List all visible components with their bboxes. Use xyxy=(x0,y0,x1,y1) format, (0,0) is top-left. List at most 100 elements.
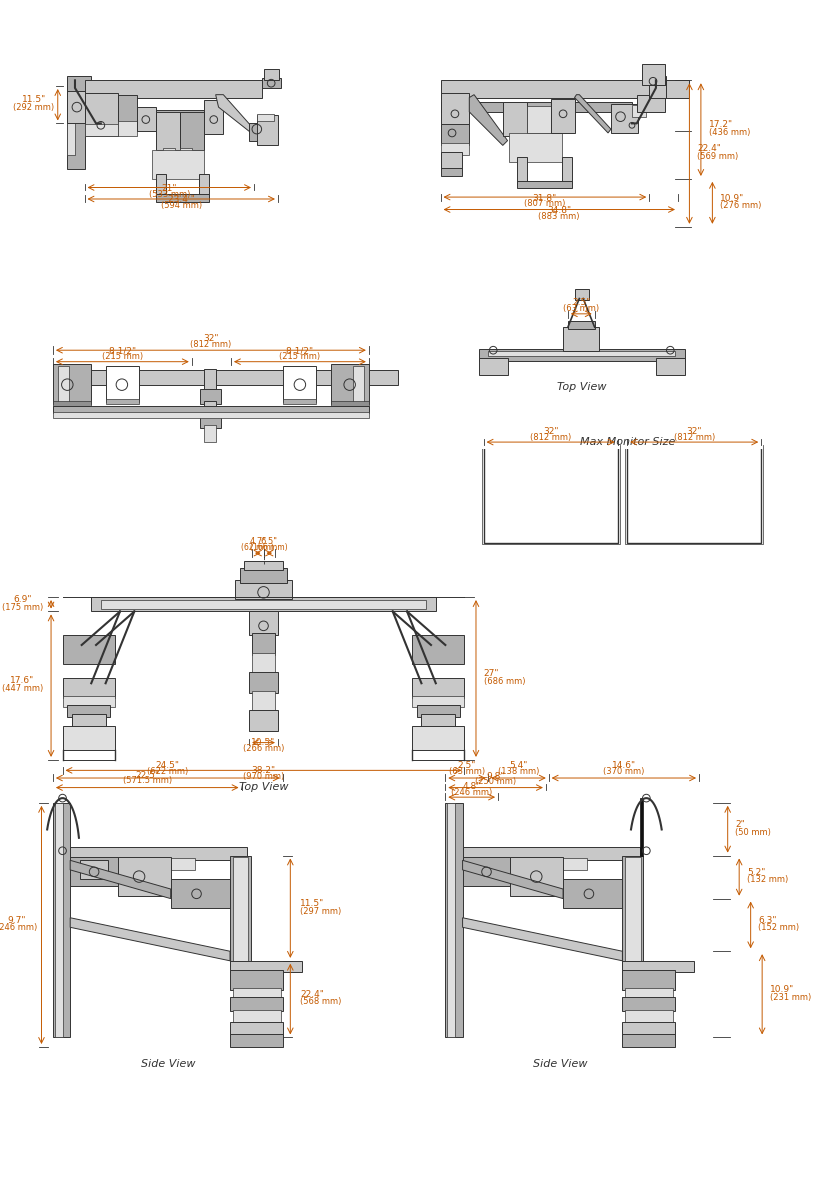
Bar xyxy=(204,401,215,415)
Text: (568 mm): (568 mm) xyxy=(300,997,341,1007)
Text: 34.8": 34.8" xyxy=(546,206,571,215)
Bar xyxy=(625,858,640,961)
Bar xyxy=(249,612,278,636)
Text: (132 mm): (132 mm) xyxy=(746,876,787,884)
Text: (215 mm): (215 mm) xyxy=(102,353,143,361)
Bar xyxy=(234,580,292,599)
Bar xyxy=(631,106,645,116)
Bar xyxy=(625,1009,672,1024)
Bar xyxy=(230,971,283,990)
Bar xyxy=(251,653,274,673)
Bar xyxy=(249,672,278,692)
Text: 31.8": 31.8" xyxy=(532,193,556,203)
Bar xyxy=(622,971,674,990)
Text: (970 mm): (970 mm) xyxy=(242,772,284,780)
Bar xyxy=(261,78,280,88)
Bar xyxy=(483,446,617,542)
Text: 24.5": 24.5" xyxy=(156,761,179,770)
Bar xyxy=(649,80,666,97)
Bar xyxy=(445,803,462,1037)
Bar xyxy=(562,157,571,184)
Text: (292 mm): (292 mm) xyxy=(13,103,54,112)
Bar xyxy=(156,194,209,202)
Bar xyxy=(137,107,156,131)
Text: 6.5": 6.5" xyxy=(260,538,278,546)
Bar xyxy=(655,358,684,376)
Bar xyxy=(70,847,247,860)
Polygon shape xyxy=(462,860,563,899)
Bar xyxy=(563,880,622,908)
Bar xyxy=(163,149,174,162)
Text: Side View: Side View xyxy=(532,1060,586,1069)
Bar xyxy=(180,149,192,162)
Bar xyxy=(62,696,115,707)
Bar xyxy=(57,366,69,402)
Text: Max Monitor Size: Max Monitor Size xyxy=(579,437,674,448)
Bar xyxy=(330,401,369,408)
Bar xyxy=(622,1033,674,1046)
Text: 5.2": 5.2" xyxy=(746,868,764,877)
Bar xyxy=(67,706,111,716)
Text: (436 mm): (436 mm) xyxy=(708,128,749,137)
Bar xyxy=(256,114,274,121)
Bar xyxy=(156,113,180,134)
Bar xyxy=(156,174,165,198)
Text: 17.2": 17.2" xyxy=(708,120,732,130)
Bar xyxy=(639,798,643,856)
Bar xyxy=(233,858,248,961)
Bar xyxy=(517,181,571,188)
Bar xyxy=(53,406,369,413)
Text: 22.5": 22.5" xyxy=(135,770,159,780)
Bar xyxy=(233,1009,280,1024)
Bar xyxy=(84,80,261,97)
Bar xyxy=(411,678,464,697)
Bar xyxy=(649,76,666,85)
Polygon shape xyxy=(574,95,610,133)
Bar xyxy=(118,858,170,895)
Text: (138 mm): (138 mm) xyxy=(497,767,539,776)
Bar xyxy=(574,289,588,300)
Bar xyxy=(230,1033,283,1046)
Bar xyxy=(550,100,574,133)
Bar xyxy=(180,112,204,150)
Text: (250 mm): (250 mm) xyxy=(474,778,515,786)
Text: (246 mm): (246 mm) xyxy=(450,788,491,797)
Bar xyxy=(440,152,461,169)
Bar xyxy=(67,92,75,155)
Bar xyxy=(230,961,301,972)
Text: 4.8": 4.8" xyxy=(462,782,480,791)
Text: 2": 2" xyxy=(735,820,744,829)
Text: 8 1/2": 8 1/2" xyxy=(109,347,136,355)
Polygon shape xyxy=(462,918,622,961)
Bar xyxy=(622,1022,674,1036)
Bar xyxy=(502,102,526,136)
Bar xyxy=(622,997,674,1010)
Text: Side View: Side View xyxy=(140,1060,195,1069)
Bar xyxy=(244,560,283,570)
Text: (686 mm): (686 mm) xyxy=(483,677,524,686)
Text: 8 1/2": 8 1/2" xyxy=(286,347,313,355)
Text: (533 mm): (533 mm) xyxy=(148,190,190,199)
Bar xyxy=(204,101,223,134)
Text: 32": 32" xyxy=(686,427,701,436)
Text: 10.9": 10.9" xyxy=(719,193,744,203)
Bar xyxy=(53,413,369,418)
Polygon shape xyxy=(70,918,230,961)
Bar xyxy=(411,696,464,707)
Bar xyxy=(462,858,509,886)
Text: 22.4": 22.4" xyxy=(300,990,324,998)
Bar xyxy=(106,400,139,404)
Bar xyxy=(67,77,91,91)
Bar xyxy=(416,706,459,716)
Bar xyxy=(446,803,455,1037)
Text: 6.3": 6.3" xyxy=(758,916,776,925)
Text: (447 mm): (447 mm) xyxy=(2,684,43,694)
Text: (62 mm): (62 mm) xyxy=(241,542,274,552)
Bar xyxy=(251,691,274,712)
Bar xyxy=(636,95,665,112)
Text: (807 mm): (807 mm) xyxy=(523,199,565,209)
Bar xyxy=(481,445,619,545)
Bar xyxy=(411,726,464,750)
Bar xyxy=(440,168,461,176)
Bar xyxy=(462,858,586,870)
